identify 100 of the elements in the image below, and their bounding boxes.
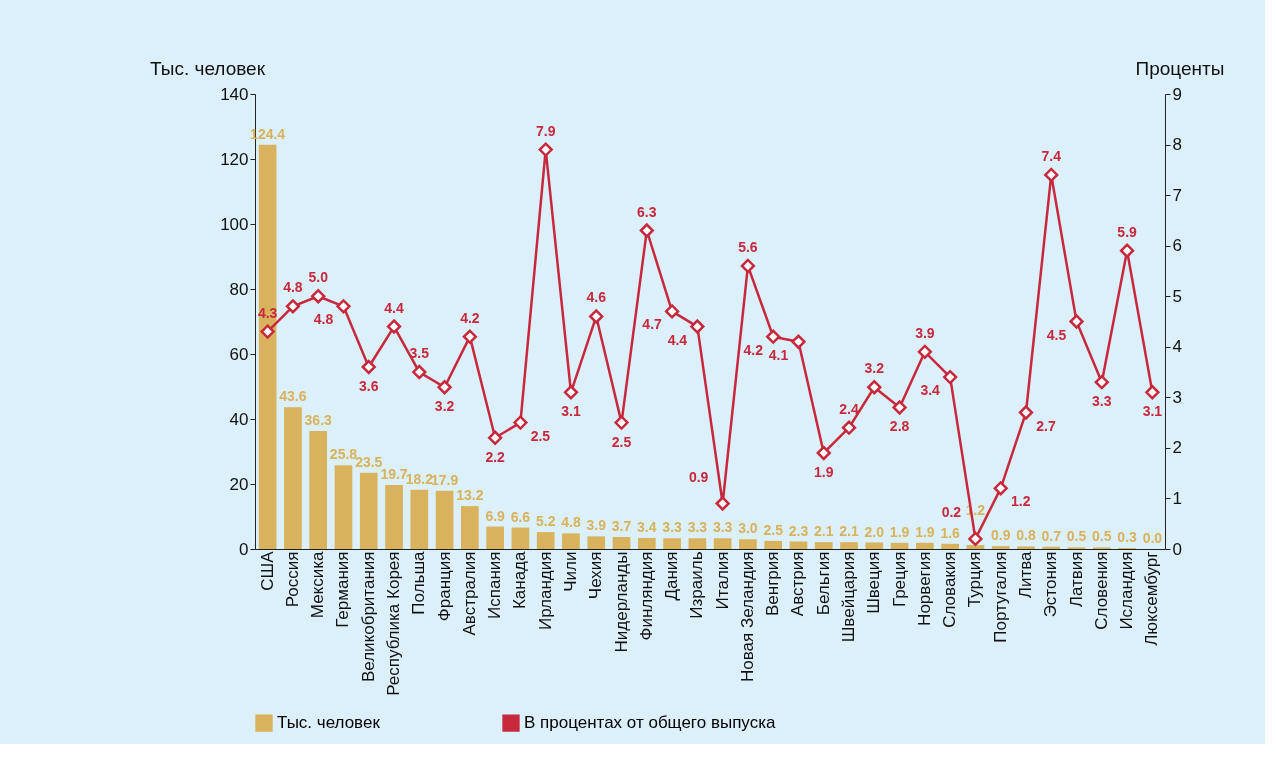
- data-label: 3.1: [561, 403, 581, 420]
- y2-tick-label: 9: [1172, 84, 1182, 104]
- bar: [991, 546, 1010, 549]
- x-tick-label: Финляндия: [636, 551, 656, 641]
- data-label: 2.1: [839, 523, 859, 540]
- data-label: 4.1: [768, 346, 789, 363]
- data-label: 4.4: [667, 331, 688, 348]
- point: [1044, 167, 1059, 183]
- bar: [284, 407, 302, 549]
- data-label: 4.8: [561, 514, 581, 531]
- x-tick-label: Бельгия: [813, 551, 833, 616]
- data-label: 2.5: [611, 433, 632, 450]
- point: [791, 334, 806, 349]
- x-tick-label: Чехия: [586, 551, 606, 600]
- y-tick-label: 20: [229, 474, 249, 494]
- x-tick-label: Великобритания: [358, 551, 378, 683]
- data-label: 7.9: [535, 122, 556, 139]
- data-label: 7.4: [1041, 147, 1062, 164]
- data-label: 3.9: [915, 324, 935, 341]
- data-label: 0.2: [941, 503, 962, 520]
- point: [892, 400, 907, 415]
- point: [412, 364, 427, 380]
- bar: [309, 431, 328, 549]
- x-tick-label: Ирландия: [535, 551, 555, 630]
- y2-tick-label: 4: [1172, 337, 1182, 357]
- data-label: 3.3: [662, 519, 683, 536]
- data-label: 2.5: [763, 521, 784, 538]
- data-label: 2.0: [864, 523, 885, 540]
- data-label: 0.8: [1016, 527, 1036, 544]
- data-label: 0.9: [990, 527, 1011, 544]
- x-tick-label: Чили: [560, 551, 580, 592]
- x-tick-label: Испания: [485, 551, 505, 619]
- data-label: 6.9: [485, 507, 506, 524]
- bar: [461, 506, 479, 549]
- bar: [486, 526, 504, 549]
- data-label: 4.8: [283, 279, 303, 296]
- legend-label: В процентах от общего выпуска: [524, 713, 776, 733]
- data-label: 13.2: [456, 487, 484, 504]
- point: [336, 299, 351, 314]
- x-tick-label: Латвия: [1066, 551, 1086, 608]
- data-label: 5.9: [1117, 223, 1138, 240]
- x-tick-label: Италия: [712, 551, 732, 610]
- data-label: 3.7: [611, 517, 632, 534]
- point: [311, 289, 326, 304]
- x-tick-label: Республика Корея: [384, 551, 404, 696]
- data-label: 3.3: [687, 519, 708, 536]
- bar: [764, 540, 783, 549]
- x-tick-label: Словения: [1091, 551, 1111, 630]
- data-label: 0.7: [1041, 527, 1062, 544]
- point: [538, 142, 553, 157]
- bar: [713, 538, 732, 549]
- bar: [587, 536, 606, 549]
- point: [968, 531, 983, 547]
- data-label: 3.5: [409, 345, 430, 362]
- point: [1119, 243, 1135, 258]
- y-tick-label: 40: [229, 409, 249, 429]
- bar: [258, 144, 277, 549]
- y-axis-title: Тыс. человек: [150, 58, 266, 79]
- data-label: 0.3: [1117, 529, 1138, 546]
- data-label: 2.5: [530, 427, 551, 444]
- data-label: 3.6: [359, 378, 379, 394]
- bar: [612, 536, 631, 549]
- data-label: 5.0: [308, 269, 329, 286]
- bar: [385, 484, 403, 549]
- point: [841, 420, 857, 435]
- data-label: 1.6: [940, 524, 961, 541]
- point: [766, 329, 781, 344]
- y-tick-label: 0: [239, 539, 249, 559]
- x-tick-label: Швейцария: [839, 551, 859, 643]
- x-tick-label: Германия: [333, 551, 353, 628]
- x-tick-label: Эстония: [1041, 551, 1061, 618]
- point: [867, 380, 882, 395]
- point: [614, 415, 629, 430]
- x-tick-label: Турция: [965, 551, 985, 608]
- bar: [865, 542, 884, 549]
- bar: [410, 489, 429, 549]
- data-label: 1.9: [814, 463, 834, 480]
- data-label: 0.5: [1092, 528, 1112, 545]
- x-tick-label: Новая Зеландия: [737, 551, 757, 682]
- data-label: 43.6: [279, 388, 307, 405]
- point: [513, 415, 528, 430]
- bar: [511, 527, 530, 549]
- data-label: 4.8: [313, 311, 334, 328]
- bar: [562, 533, 580, 549]
- y2-tick-label: 8: [1172, 135, 1182, 155]
- data-label: 2.7: [1036, 417, 1056, 434]
- point: [639, 223, 654, 238]
- data-label: 1.9: [889, 523, 910, 540]
- bar: [739, 539, 757, 549]
- data-label: 6.3: [637, 203, 657, 220]
- data-label: 2.2: [485, 448, 506, 465]
- x-tick-label: Исландия: [1117, 551, 1137, 630]
- data-label: 36.3: [304, 412, 333, 429]
- bar: [840, 542, 858, 549]
- data-label: 1.9: [915, 523, 935, 540]
- y2-tick-label: 2: [1172, 438, 1182, 458]
- y2-tick-label: 0: [1172, 539, 1182, 559]
- y2-tick-label: 6: [1172, 236, 1182, 256]
- data-label: 2.1: [814, 523, 834, 540]
- data-label: 4.2: [460, 309, 480, 326]
